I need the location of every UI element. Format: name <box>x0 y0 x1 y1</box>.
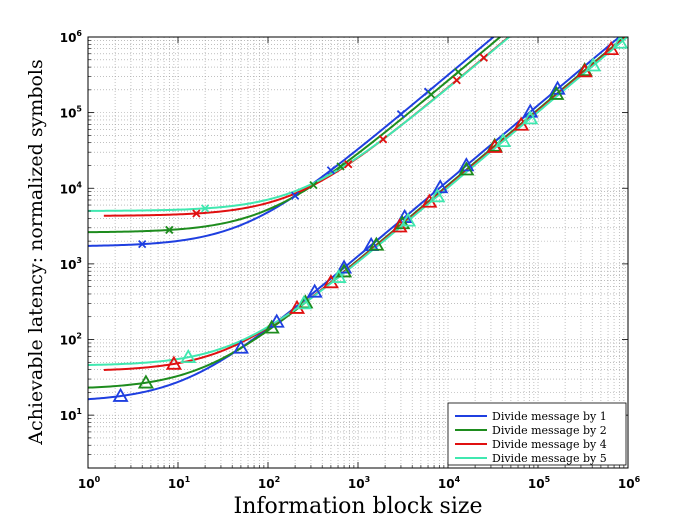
x-marker-2 <box>427 90 436 99</box>
y-tick-label: 101 <box>60 407 83 423</box>
y-tick-label: 106 <box>60 29 83 45</box>
x-marker-1 <box>326 166 336 175</box>
axis-ticks: 100 101 102 103 104 105 106 101 102 103 104 105 106 <box>60 29 641 491</box>
triangle-marker-1 <box>549 80 566 95</box>
series-line-1 <box>88 37 621 401</box>
legend-label-1: Divide message by 1 <box>492 410 607 423</box>
triangle-marker-2 <box>263 319 280 334</box>
triangle-marker-1 <box>432 179 449 194</box>
legend-label-4: Divide message by 4 <box>492 438 607 451</box>
x-marker-1 <box>138 239 147 249</box>
triangle-marker-1 <box>336 259 353 274</box>
legend-label-5: Divide message by 5 <box>492 452 607 465</box>
triangle-marker-2 <box>368 236 385 251</box>
x-marker-4 <box>378 135 388 144</box>
x-marker-5 <box>200 204 210 213</box>
x-marker-2 <box>309 180 318 190</box>
triangle-marker-5 <box>295 295 312 310</box>
triangle-marker-1 <box>232 339 249 354</box>
x-marker-2 <box>165 225 174 235</box>
triangle-marker-5 <box>400 212 417 227</box>
x-axis-label: Information block size <box>234 494 483 519</box>
y-tick-label: 103 <box>60 256 82 272</box>
triangle-marker-1 <box>458 157 475 172</box>
series-line-2 <box>88 37 502 234</box>
series-line-1 <box>88 37 495 247</box>
series-line-5 <box>88 37 511 212</box>
triangle-marker-5 <box>585 57 602 72</box>
x-tick-label: 105 <box>528 475 551 491</box>
x-marker-4 <box>192 209 201 218</box>
triangle-marker-1 <box>268 313 285 328</box>
triangle-marker-1 <box>306 283 323 298</box>
triangle-marker-5 <box>330 268 347 283</box>
legend-box <box>447 402 627 466</box>
x-tick-label: 104 <box>438 475 461 491</box>
triangle-marker-2 <box>548 85 565 100</box>
y-tick-label: 105 <box>60 105 83 121</box>
x-tick-label: 103 <box>348 475 370 491</box>
x-marker-4 <box>344 160 353 169</box>
series-line-4 <box>103 37 511 217</box>
triangle-marker-5 <box>429 188 446 203</box>
y-axis-label: Achievable latency: normalized symbols <box>25 59 47 445</box>
series-markers <box>112 37 628 402</box>
triangle-marker-4 <box>288 299 306 314</box>
x-tick-label: 100 <box>78 475 101 491</box>
series-curves <box>88 37 628 401</box>
x-marker-1 <box>290 191 300 200</box>
x-tick-label: 106 <box>618 475 641 491</box>
x-marker-4 <box>479 53 488 62</box>
legend-label-2: Divide message by 2 <box>492 424 607 437</box>
triangle-marker-5 <box>522 110 539 125</box>
triangle-marker-5 <box>612 37 628 49</box>
triangle-marker-4 <box>165 355 182 370</box>
triangle-marker-2 <box>137 374 154 389</box>
triangle-marker-5 <box>495 132 512 148</box>
y-tick-label: 102 <box>60 332 82 348</box>
triangle-marker-1 <box>112 387 129 402</box>
x-marker-4 <box>452 76 461 85</box>
triangle-marker-2 <box>458 161 475 176</box>
x-marker-2 <box>454 67 463 77</box>
x-marker-1 <box>396 110 406 119</box>
x-tick-label: 101 <box>168 475 191 491</box>
triangle-marker-5 <box>180 348 197 364</box>
triangle-marker-1 <box>522 103 539 118</box>
x-tick-label: 102 <box>258 475 280 491</box>
series-line-5 <box>88 37 628 366</box>
triangle-marker-2 <box>336 263 353 278</box>
y-tick-label: 104 <box>60 180 83 196</box>
series-line-4 <box>103 37 628 371</box>
x-marker-2 <box>336 162 345 171</box>
